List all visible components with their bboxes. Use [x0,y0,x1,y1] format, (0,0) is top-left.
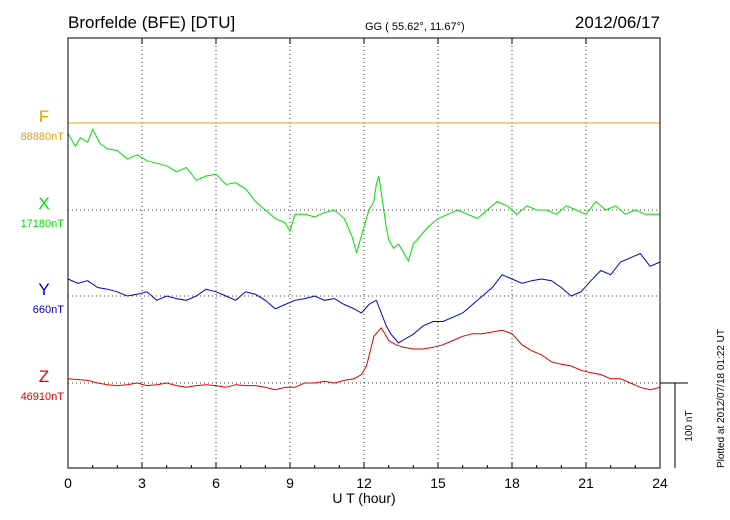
x-tick-label-24: 24 [652,475,668,491]
chart-subtitle: GG ( 55.62°, 11.67°) [365,21,465,33]
traces [67,122,661,391]
series-f-baseline: 88880nT [21,131,65,143]
x-tick-label-0: 0 [64,475,72,491]
series-z-line [67,326,661,391]
plotted-footer: Plotted at 2012/07/18 01:22 UT [716,329,727,468]
series-x-baseline: 17180nT [21,218,65,230]
x-tick-label-9: 9 [286,475,294,491]
x-tick-label-21: 21 [578,475,594,491]
series-z-label: Z [39,367,49,386]
chart-date: 2012/06/17 [575,13,660,32]
scale-bar-label: 100 nT [684,410,695,441]
series-x-line [67,128,660,263]
x-tick-label-6: 6 [212,475,220,491]
x-axis-label: U T (hour) [332,490,395,506]
series-x-label: X [38,194,49,213]
x-axis: 0 3 6 9 12 15 18 21 24 [64,38,668,491]
series-z-baseline: 46910nT [21,391,65,403]
series-labels: F 88880nT X 17180nT Y 660nT Z 46910nT [21,107,65,403]
x-tick-label-3: 3 [138,475,146,491]
x-tick-label-18: 18 [504,475,520,491]
chart-title: Brorfelde (BFE) [DTU] [68,13,235,32]
x-tick-label-15: 15 [430,475,446,491]
series-y-baseline: 660nT [33,304,64,316]
grid [68,38,660,468]
scale-bar: 100 nT [660,382,695,468]
x-tick-label-12: 12 [356,475,372,491]
series-y-label: Y [38,280,49,299]
series-y-line [67,252,661,344]
series-f-label: F [39,107,49,126]
